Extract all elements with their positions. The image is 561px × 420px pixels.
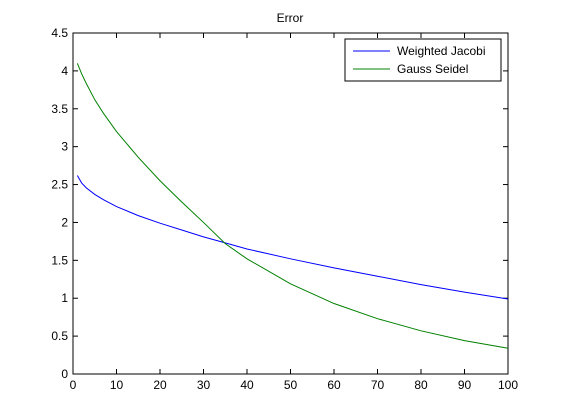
- x-tick-label: 60: [327, 378, 341, 392]
- legend: Weighted Jacobi Gauss Seidel: [344, 38, 502, 82]
- x-tick-label: 20: [153, 378, 167, 392]
- x-tick-label: 90: [458, 378, 472, 392]
- legend-label: Weighted Jacobi: [397, 44, 486, 58]
- x-tick-label: 40: [240, 378, 254, 392]
- y-tick-label: 2: [61, 215, 68, 229]
- y-tick-label: 2.5: [51, 178, 68, 192]
- y-tick-label: 1.5: [51, 253, 68, 267]
- series-line-gauss-seidel: [76, 63, 509, 349]
- axes-box: [72, 32, 509, 375]
- y-tick-label: 4: [61, 64, 68, 78]
- x-tick-label: 70: [371, 378, 385, 392]
- x-tick-label: 0: [70, 378, 77, 392]
- y-tick-label: 4.5: [51, 26, 68, 40]
- x-tick-label: 50: [284, 378, 298, 392]
- series-line-weighted-jacobi: [76, 175, 509, 300]
- chart-title: Error: [277, 11, 304, 25]
- x-tick-label: 100: [498, 378, 518, 392]
- plot-area: 0 10 20 30 40 50 60 70 80 90 100 0 0.5 1 1.5 2 2.5 3 3.5 4 4…: [51, 26, 518, 392]
- legend-label: Gauss Seidel: [397, 62, 468, 76]
- y-tick-label: 1: [61, 291, 68, 305]
- x-tick-label: 80: [414, 378, 428, 392]
- x-tick-label: 10: [110, 378, 124, 392]
- y-tick-label: 3.5: [51, 102, 68, 116]
- y-tick-label: 0.5: [51, 329, 68, 343]
- x-tick-label: 30: [197, 378, 211, 392]
- legend-box: [344, 38, 502, 82]
- y-tick-label: 3: [61, 140, 68, 154]
- y-tick-label: 0: [61, 367, 68, 381]
